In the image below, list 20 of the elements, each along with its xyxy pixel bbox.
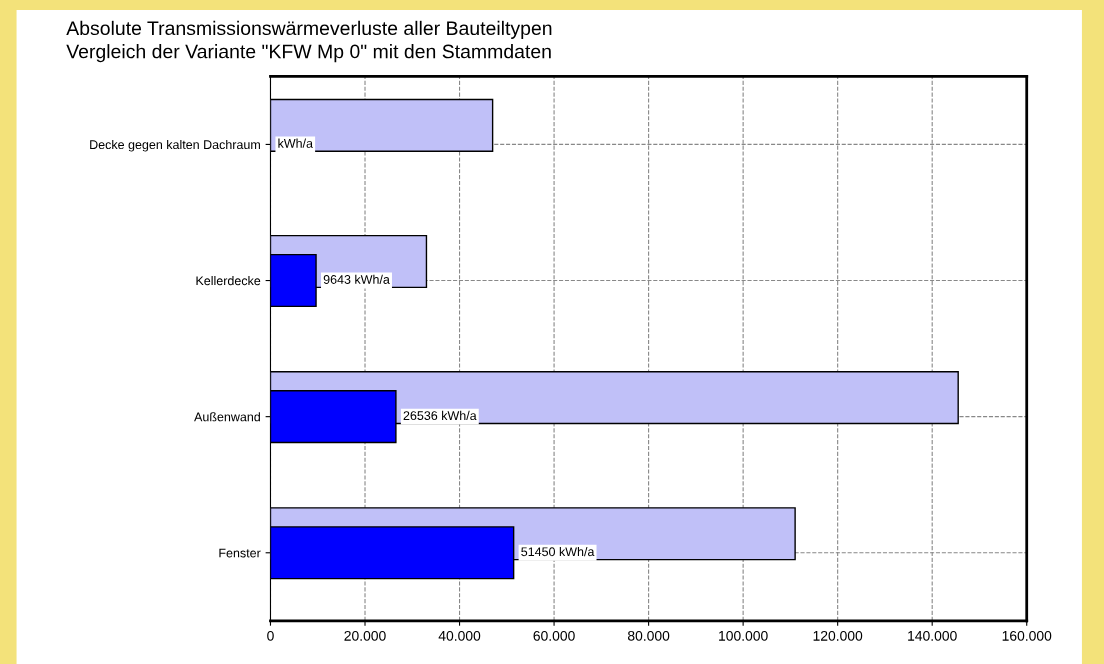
x-tick-label: 120.000 [813,630,863,641]
x-tick-label: 0 [267,630,274,641]
chart-title: Absolute Transmissionswärmeverluste aller Bauteiltypen [66,20,552,39]
y-tick-label: Außenwand [194,412,260,422]
data-label: 9643 kWh/a [323,274,390,284]
x-tick-label: 100.000 [719,630,768,641]
x-tick-label: 20.000 [344,630,386,641]
x-tick-label: 60.000 [533,630,575,641]
data-label: 26536 kWh/a [403,410,477,421]
text: kWh/a [278,138,313,148]
chart-subtitle: Vergleich der Variante "KFW Mp 0" mit den Stammdaten [66,44,551,63]
y-tick-label: Decke gegen kalten Dachraum [90,139,260,152]
data-label: 51450 kWh/a [521,546,595,557]
y-tick-label: Kellerdecke [196,276,261,286]
x-tick-label: 80.000 [627,630,670,641]
x-tick-label: 140.000 [908,630,957,641]
x-tick-label: 160.000 [1002,630,1052,641]
y-tick-label: Fenster [219,548,261,558]
bar [270,98,494,152]
x-tick-label: 40.000 [438,630,481,641]
